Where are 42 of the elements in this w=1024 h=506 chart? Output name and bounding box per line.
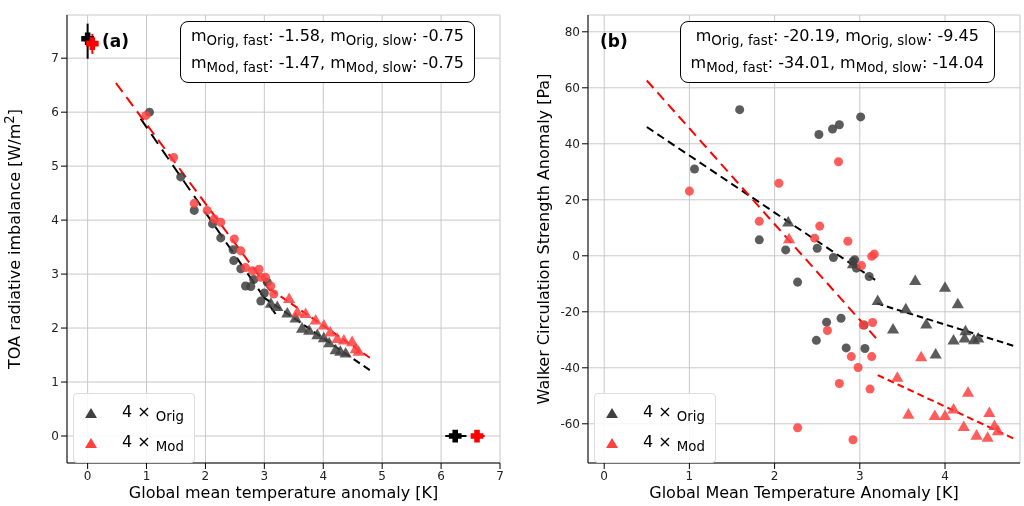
- y-tick-label: -60: [560, 417, 580, 432]
- legend-label: 4 × $_{Orig}$: [643, 401, 705, 425]
- annotation: m$_{Orig, fast}$: -20.19, m$_{Orig, slow}$: -9.45: [695, 26, 979, 49]
- y-tick-label: 0: [51, 429, 59, 444]
- x-tick-label: 3: [260, 468, 269, 483]
- x-axis-title: Global mean temperature anomaly [K]: [128, 483, 439, 502]
- y-tick-label: 6: [51, 105, 59, 120]
- y-tick-label: 5: [51, 159, 59, 174]
- x-tick-label: 1: [142, 468, 151, 483]
- annotation: (a): [102, 31, 130, 51]
- legend-label: 4 × $_{Mod}$: [643, 431, 705, 455]
- x-tick-label: 1: [685, 468, 694, 483]
- legend-label: 4 × $_{Orig}$: [122, 401, 184, 425]
- legend-label: 4 × $_{Mod}$: [122, 431, 184, 455]
- annotation: m$_{Orig, fast}$: -1.58, m$_{Orig, slow}$: -0.75: [190, 26, 464, 49]
- x-tick-label: 5: [378, 468, 386, 483]
- y-tick-label: 60: [564, 81, 580, 96]
- y-tick-label: 7: [51, 51, 59, 66]
- annotation: m$_{Mod, fast}$: -1.47, m$_{Mod, slow}$: -0.75: [190, 53, 464, 76]
- annotation: m$_{Mod, fast}$: -34.01, m$_{Mod, slow}$: -14.04: [690, 53, 984, 76]
- y-axis-title: Walker Circulation Strength Anomaly [Pa]: [534, 73, 553, 405]
- y-tick-label: 80: [564, 25, 580, 40]
- y-tick-label: 40: [564, 137, 580, 152]
- x-tick-label: 0: [600, 468, 609, 483]
- x-tick-label: 2: [201, 468, 210, 483]
- x-tick-label: 7: [496, 468, 504, 483]
- x-tick-label: 6: [437, 468, 445, 483]
- x-tick-label: 4: [941, 468, 949, 483]
- annotation: (b): [600, 31, 628, 51]
- y-tick-label: 1: [51, 375, 59, 390]
- x-tick-label: 3: [855, 468, 864, 483]
- y-tick-label: 20: [564, 193, 580, 208]
- x-tick-label: 0: [83, 468, 92, 483]
- y-tick-label: -20: [560, 305, 580, 320]
- x-tick-label: 4: [319, 468, 328, 483]
- y-tick-label: -40: [560, 361, 580, 376]
- x-axis-title: Global Mean Temperature Anomaly [K]: [649, 483, 959, 502]
- y-tick-label: 4: [51, 213, 59, 228]
- x-tick-label: 2: [770, 468, 779, 483]
- y-tick-label: 2: [51, 321, 59, 336]
- y-tick-label: 0: [572, 249, 580, 264]
- y-tick-label: 3: [51, 267, 59, 282]
